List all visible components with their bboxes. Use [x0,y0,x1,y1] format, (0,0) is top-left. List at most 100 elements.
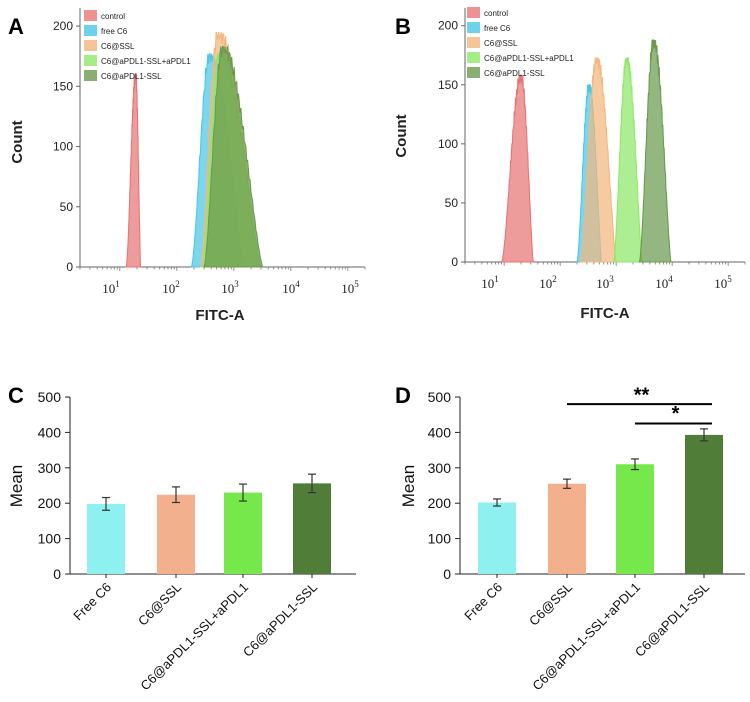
legend-label-c6-at-ssl: C6@SSL [101,42,135,51]
panel-a-x-axis-title: FITC-A [195,307,244,324]
y-tick-label: 150 [53,79,73,93]
category-label-c6-at-ssl: C6@SSL [135,580,184,629]
panel-letter-a: A [8,14,24,39]
bar-c6-at-ssl [157,494,195,574]
significance-label: * [672,403,680,425]
panel-b-y-axis-title: Count [393,114,410,157]
y-tick-label: 200 [428,495,452,511]
legend-swatch-c6-at-ssl [84,40,97,51]
histogram-control [125,73,142,268]
panel-d-bar-chart: D Mean 0 100 200 300 400 500 Free C6 C6@SSL C6@a… [395,383,745,693]
y-tick-label: 100 [53,140,73,154]
legend-swatch-control [84,10,97,21]
panel-letter-c: C [8,383,24,408]
y-tick-label: 50 [60,200,74,214]
y-tick-label: 400 [428,424,452,440]
y-tick-label: 200 [438,19,458,33]
legend-swatch-free-c6 [84,25,97,36]
x-tick-label: 101 [481,274,499,291]
y-tick-label: 50 [445,196,459,210]
significance-label: ** [634,385,650,407]
y-tick-label: 0 [53,566,61,582]
x-tick-label: 103 [221,279,239,296]
histogram-c6-at-ssl [579,57,617,263]
legend-label-c6-at-apdl1-ssl: C6@aPDL1-SSL [101,72,162,81]
y-tick-label: 100 [38,531,62,547]
histogram-c6-at-apdl1-ssl-plus-apdl1 [612,57,643,263]
panel-letter-d: D [395,383,411,408]
panel-c-y-axis-title: Mean [7,465,26,508]
panel-a-y-axis-title: Count [9,120,26,163]
bar-c6-at-apdl1-ssl-plus-apdl1 [224,492,262,574]
bar-c6-at-apdl1-ssl [685,434,723,574]
error-bar-c6-at-ssl [563,478,571,489]
y-tick-label: 500 [428,389,452,405]
y-tick-label: 200 [38,495,62,511]
legend-label-control: control [484,9,508,18]
error-bar-c6-at-apdl1-ssl [700,428,708,442]
x-tick-label: 105 [714,274,732,291]
y-tick-label: 400 [38,424,62,440]
error-bar-c6-at-apdl1-ssl [308,473,316,494]
legend-label-free-c6: free C6 [101,27,128,36]
legend-label-c6-at-apdl1-ssl: C6@aPDL1-SSL [484,69,545,78]
histogram-c6-at-apdl1-ssl [638,39,672,263]
legend-swatch-c6-at-apdl1-ssl-plus-apdl1 [84,55,97,66]
legend-label-c6-at-apdl1-ssl-plus-apdl1: C6@aPDL1-SSL+aPDL1 [484,54,574,63]
error-bar-c6-at-ssl [172,486,180,504]
bar-free-c6 [87,503,125,574]
legend-swatch-c6-at-apdl1-ssl [84,70,97,81]
panel-a-histogram: A Count FITC-A 0 50 100 150 200 101 102 103 104 1… [8,8,366,324]
x-tick-label: 101 [102,279,120,296]
panel-a-legend: control free C6 C6@SSL C6@aPDL1-SSL+aPDL1 C6… [84,10,191,81]
error-bar-free-c6 [102,496,110,511]
x-tick-label: 105 [341,279,359,296]
y-tick-label: 100 [438,137,458,151]
legend-swatch-c6-at-apdl1-ssl-plus-apdl1 [467,52,480,63]
panel-b-histogram: B Count FITC-A 0 50 100 150 200 101 102 103 104 1… [393,7,746,322]
error-bar-c6-at-apdl1-ssl-plus-apdl1 [239,483,247,502]
x-tick-label: 102 [539,274,557,291]
y-tick-label: 0 [443,566,451,582]
histogram-control [500,73,534,263]
legend-swatch-free-c6 [467,22,480,33]
legend-label-control: control [101,12,125,21]
x-tick-label: 104 [655,274,673,291]
legend-label-c6-at-ssl: C6@SSL [484,39,518,48]
y-tick-label: 500 [38,389,62,405]
y-tick-label: 0 [66,260,73,274]
y-tick-label: 200 [53,19,73,33]
bar-c6-at-apdl1-ssl [293,483,331,574]
panel-b-legend: control free C6 C6@SSL C6@aPDL1-SSL+aPDL1 C6… [467,7,574,78]
panel-b-x-axis-title: FITC-A [580,305,629,322]
y-tick-label: 300 [428,460,452,476]
bar-c6-at-ssl [548,483,586,574]
legend-swatch-c6-at-apdl1-ssl [467,67,480,78]
category-label-c6-at-apdl1-ssl: C6@aPDL1-SSL [240,580,320,660]
category-label-free-c6: Free C6 [461,580,505,624]
panel-letter-b: B [395,14,411,39]
bar-free-c6 [478,502,516,574]
x-tick-label: 103 [596,274,614,291]
legend-swatch-c6-at-ssl [467,37,480,48]
error-bar-free-c6 [493,498,501,507]
y-tick-label: 150 [438,78,458,92]
y-tick-label: 300 [38,460,62,476]
significance-bracket-single-star: * [635,403,712,425]
category-label-c6-at-ssl: C6@SSL [526,580,575,629]
category-label-free-c6: Free C6 [70,580,114,624]
error-bar-c6-at-apdl1-ssl-plus-apdl1 [631,458,639,471]
legend-swatch-control [467,7,480,18]
y-tick-label: 0 [451,255,458,269]
bar-c6-at-apdl1-ssl-plus-apdl1 [616,464,654,574]
legend-label-free-c6: free C6 [484,24,511,33]
significance-bracket-double-star: ** [567,385,712,407]
category-label-c6-at-apdl1-ssl-plus-apdl1: C6@aPDL1-SSL+aPDL1 [137,580,251,694]
x-tick-label: 104 [282,279,300,296]
y-tick-label: 100 [428,531,452,547]
panel-d-y-axis-title: Mean [399,465,418,508]
category-label-c6-at-apdl1-ssl: C6@aPDL1-SSL [632,580,712,660]
histogram-c6-at-apdl1-ssl [203,45,264,268]
